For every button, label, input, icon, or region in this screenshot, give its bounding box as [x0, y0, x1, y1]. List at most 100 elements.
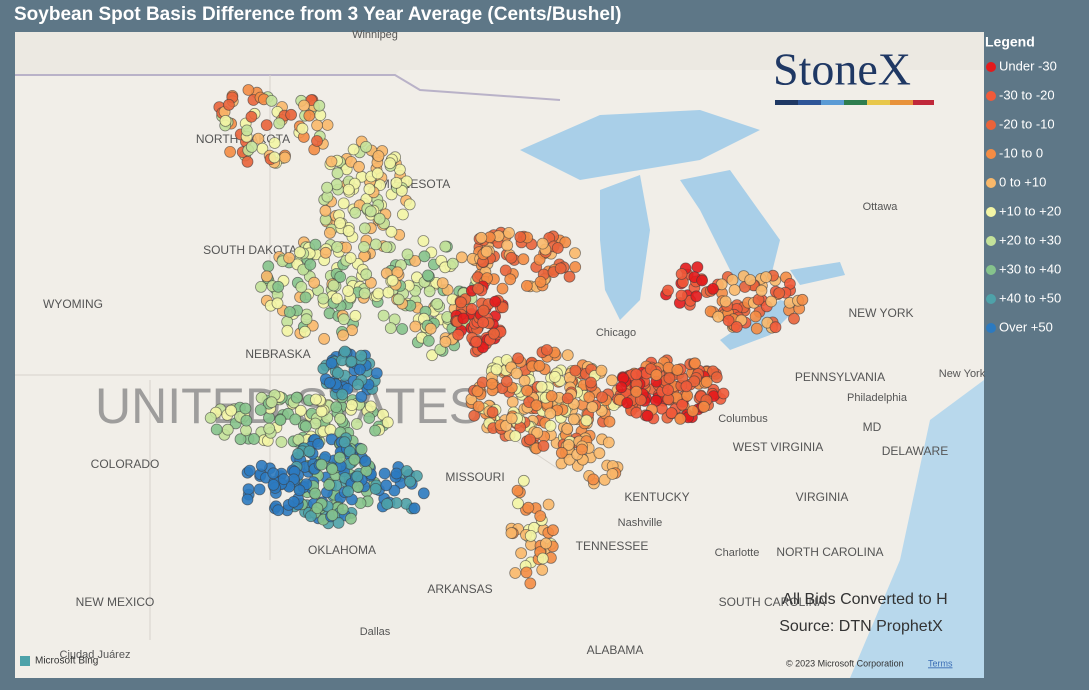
bid-point [400, 465, 413, 477]
terms-link[interactable]: Terms [928, 658, 953, 668]
bid-point [358, 287, 371, 300]
bid-point [347, 143, 360, 156]
bing-logo: Microsoft Bing [35, 656, 98, 667]
bid-point [475, 231, 488, 244]
bid-point [423, 285, 436, 298]
bid-point [360, 268, 373, 281]
bid-point [541, 344, 553, 356]
bid-point [287, 495, 300, 508]
legend-swatch[interactable] [986, 265, 996, 275]
bid-point [263, 422, 276, 435]
bid-point [372, 287, 385, 300]
bid-point [504, 273, 517, 286]
bid-point [472, 282, 485, 295]
place-label: SOUTH DAKOTA [203, 243, 297, 257]
bid-point [446, 257, 459, 270]
bid-point [401, 248, 414, 261]
bid-point [671, 363, 684, 376]
legend-label[interactable]: +40 to +50 [999, 290, 1061, 305]
legend-label[interactable]: +20 to +30 [999, 232, 1061, 247]
bid-point [496, 282, 509, 295]
bid-point [330, 401, 343, 414]
bid-point [606, 374, 618, 387]
bid-point [698, 400, 710, 413]
bid-point [396, 323, 409, 335]
legend-swatch[interactable] [986, 62, 996, 72]
legend-swatch[interactable] [986, 120, 996, 130]
bid-point [369, 482, 382, 495]
bid-point [554, 262, 567, 275]
legend-swatch[interactable] [986, 178, 996, 188]
legend-label[interactable]: 0 to +10 [999, 174, 1046, 189]
bid-point [313, 99, 326, 112]
bid-point [542, 498, 555, 511]
bid-point [422, 269, 434, 282]
bid-point [569, 261, 582, 273]
bid-point [522, 501, 535, 514]
bid-point [248, 433, 260, 445]
bid-point [486, 377, 498, 390]
bid-point [253, 483, 266, 496]
legend-label[interactable]: Under -30 [999, 58, 1057, 73]
bid-point [517, 474, 530, 487]
bid-point [271, 297, 284, 310]
bid-point [240, 124, 253, 137]
bid-point [562, 438, 575, 451]
bid-point [345, 399, 358, 412]
bid-point [465, 303, 478, 315]
place-label: ARKANSAS [427, 582, 492, 596]
bid-point [334, 217, 346, 230]
bid-point [534, 510, 547, 522]
legend-label[interactable]: -20 to -10 [999, 116, 1055, 131]
legend-swatch[interactable] [986, 236, 996, 246]
legend-label[interactable]: -30 to -20 [999, 87, 1055, 102]
legend-swatch[interactable] [986, 294, 996, 304]
bid-point [403, 198, 416, 211]
bid-point [439, 240, 452, 253]
bid-point [332, 517, 345, 529]
bid-point [457, 312, 470, 325]
bid-point [510, 367, 523, 380]
bid-point [241, 493, 254, 506]
bid-point [298, 325, 311, 338]
legend-label[interactable]: +10 to +20 [999, 203, 1061, 218]
legend-swatch[interactable] [986, 207, 996, 217]
bid-point [576, 443, 588, 456]
logo-bar [775, 100, 934, 105]
legend-swatch[interactable] [986, 323, 996, 333]
bid-point [436, 277, 449, 290]
bid-point [585, 376, 597, 389]
bid-point [563, 270, 576, 283]
bid-point [331, 241, 344, 253]
bid-point [390, 176, 403, 189]
bid-point [323, 478, 336, 491]
legend-label[interactable]: Over +50 [999, 319, 1053, 334]
bid-point [369, 238, 382, 251]
bid-point [255, 280, 267, 293]
note: Source: DTN ProphetX [779, 618, 943, 635]
bid-point [325, 357, 338, 370]
legend-label[interactable]: -10 to 0 [999, 145, 1043, 160]
bid-point [514, 231, 527, 243]
bid-point [338, 345, 351, 358]
bid-point [304, 510, 317, 523]
bid-point [241, 155, 254, 168]
copyright: © 2023 Microsoft Corporation [786, 658, 904, 668]
legend-swatch[interactable] [986, 91, 996, 101]
legend: Under -30 -30 to -20 -20 to -10 -10 to 0 0 t… [986, 58, 1061, 334]
bid-point [506, 396, 519, 408]
bid-point [292, 447, 305, 460]
bid-point [424, 322, 437, 335]
legend-swatch[interactable] [986, 149, 996, 159]
bid-point [330, 292, 343, 305]
bid-point [289, 413, 302, 426]
bid-point [769, 321, 782, 334]
bid-point [373, 212, 386, 225]
bid-point [717, 387, 730, 400]
bid-point [583, 391, 596, 404]
bid-point [245, 110, 258, 123]
legend-label[interactable]: +30 to +40 [999, 261, 1061, 276]
bid-point [273, 117, 286, 130]
bid-point [567, 413, 580, 426]
